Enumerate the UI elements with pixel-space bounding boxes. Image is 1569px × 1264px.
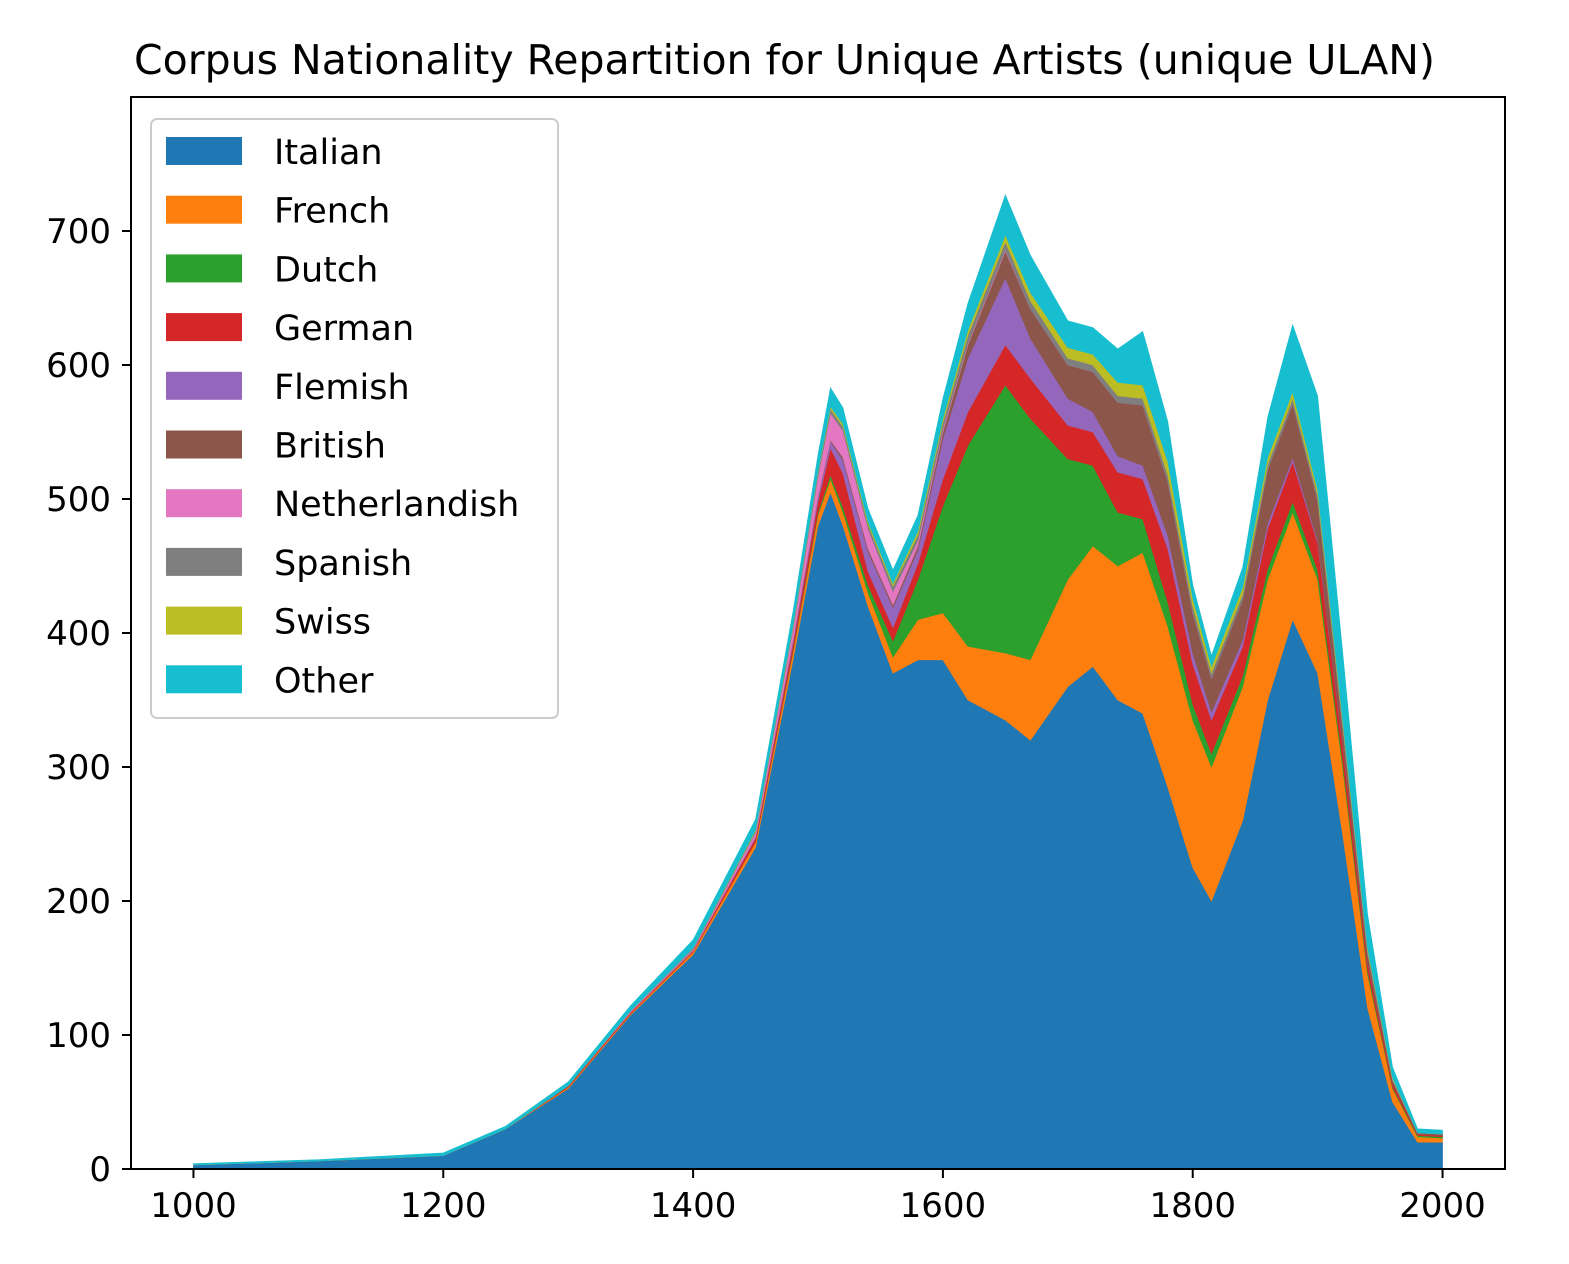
legend-swatch-italian [166,137,242,165]
legend-swatch-swiss [166,606,242,635]
legend-label-german: German [274,309,414,349]
x-tick-label: 1200 [400,1186,487,1226]
legend-swatch-german [166,313,242,342]
y-tick-label: 700 [46,212,111,252]
y-tick-label: 600 [46,346,111,386]
area-series-other [193,193,1443,1166]
legend-box [150,118,559,719]
y-tick-label: 300 [46,748,111,788]
legend-label-french: French [274,192,390,232]
x-tick-label: 1000 [150,1186,237,1226]
legend-label-swiss: Swiss [274,603,371,643]
x-tick-label: 1800 [1149,1186,1236,1226]
areas-layer [193,193,1443,1170]
legend-label-spanish: Spanish [274,544,412,584]
y-axis: 0 100 200 300 400 500 600 700 [46,212,131,1190]
legend-label-british: British [274,427,386,467]
y-tick-label: 0 [89,1150,111,1190]
legend-swatch-french [166,195,242,224]
legend-label-italian: Italian [274,133,383,173]
legend-label-dutch: Dutch [274,250,378,290]
legend-label-netherlandish: Netherlandish [274,485,519,525]
legend-swatch-flemish [166,371,242,400]
legend-swatch-other [166,665,242,694]
legend: Italian French Dutch German Flemish British Ne… [150,118,559,719]
legend-swatch-netherlandish [166,489,242,518]
chart-title: Corpus Nationality Repartition for Uniqu… [134,36,1435,84]
legend-swatch-dutch [166,254,242,283]
y-tick-label: 100 [46,1016,111,1056]
x-tick-label: 1400 [650,1186,737,1226]
legend-label-other: Other [274,661,374,701]
legend-swatch-spanish [166,547,242,576]
y-tick-label: 500 [46,480,111,520]
x-axis: 1000 1200 1400 1600 1800 2000 [150,1169,1486,1226]
y-tick-label: 400 [46,614,111,654]
legend-label-flemish: Flemish [274,368,410,408]
y-tick-label: 200 [46,882,111,922]
x-tick-label: 1600 [900,1186,987,1226]
x-tick-label: 2000 [1399,1186,1486,1226]
legend-swatch-british [166,430,242,459]
